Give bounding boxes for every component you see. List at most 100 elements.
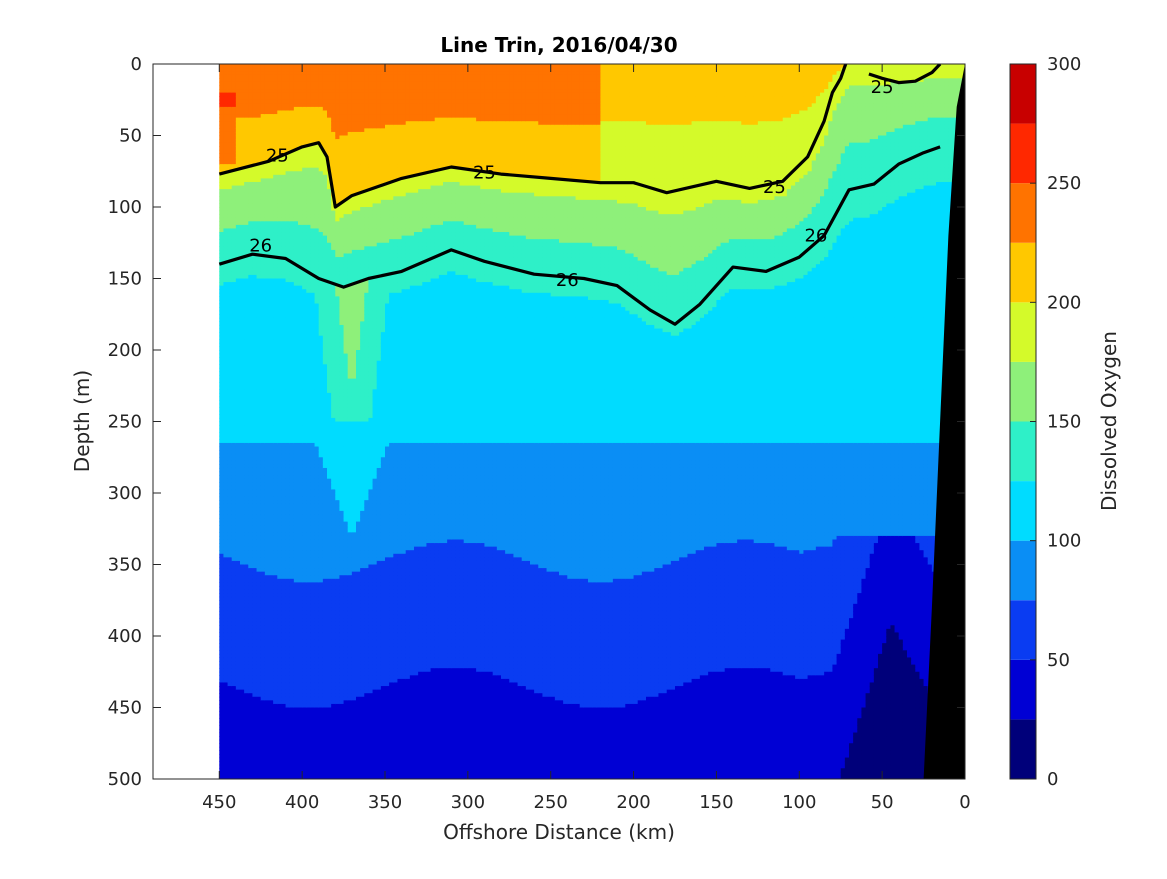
oxygen-cell-3818	[298, 128, 303, 132]
oxygen-cell-3718	[294, 486, 299, 490]
oxygen-cell-3471	[290, 318, 295, 322]
oxygen-cell-4829	[319, 168, 324, 172]
oxygen-cell-2243	[265, 218, 270, 222]
oxygen-cell-2345	[265, 582, 270, 586]
oxygen-cell-3659	[294, 275, 299, 279]
oxygen-cell-2840	[277, 207, 282, 211]
oxygen-cell-4415	[310, 118, 315, 122]
oxygen-cell-4234	[306, 186, 311, 190]
oxygen-cell-3072	[281, 321, 286, 325]
oxygen-cell-1970	[257, 672, 262, 676]
oxygen-cell-722	[232, 500, 237, 504]
oxygen-cell-209	[223, 96, 228, 100]
oxygen-cell-4676	[315, 336, 320, 340]
oxygen-cell-3649	[294, 239, 299, 243]
oxygen-cell-4492	[310, 393, 315, 397]
oxygen-cell-972	[236, 679, 241, 683]
oxygen-cell-3732	[294, 536, 299, 540]
oxygen-cell-2995	[277, 761, 282, 765]
oxygen-cell-617	[232, 125, 237, 129]
oxygen-cell-566	[228, 657, 233, 661]
oxygen-cell-2390	[265, 743, 270, 747]
oxygen-cell-1710	[252, 457, 257, 461]
oxygen-cell-1565	[248, 654, 253, 658]
oxygen-cell-4116	[302, 479, 307, 483]
oxygen-cell-585	[228, 725, 233, 729]
oxygen-cell-356	[223, 622, 228, 626]
oxygen-cell-3525	[290, 511, 295, 515]
oxygen-cell-168	[219, 665, 224, 669]
oxygen-cell-1604	[252, 78, 257, 82]
oxygen-cell-3760	[294, 636, 299, 640]
oxygen-cell-4000	[302, 64, 307, 68]
oxygen-cell-1819	[257, 132, 262, 136]
oxygen-cell-1169	[240, 668, 245, 672]
oxygen-cell-4592	[310, 750, 315, 754]
oxygen-cell-4545	[310, 582, 315, 586]
oxygen-cell-411	[228, 103, 233, 107]
oxygen-cell-1840	[257, 207, 262, 211]
oxygen-cell-310	[223, 457, 228, 461]
oxygen-cell-3934	[298, 543, 303, 547]
oxygen-cell-1505	[248, 439, 253, 443]
oxygen-cell-130	[219, 529, 224, 533]
oxygen-cell-3937	[298, 554, 303, 558]
oxygen-cell-1903	[257, 432, 262, 436]
oxygen-cell-1494	[248, 400, 253, 404]
oxygen-cell-1226	[244, 157, 249, 161]
oxygen-cell-724	[232, 507, 237, 511]
oxygen-cell-3313	[286, 468, 291, 472]
oxygen-cell-1547	[248, 590, 253, 594]
oxygen-cell-908	[236, 450, 241, 454]
oxygen-cell-280	[223, 350, 228, 354]
oxygen-cell-4724	[315, 507, 320, 511]
oxygen-cell-626	[232, 157, 237, 161]
oxygen-cell-3769	[294, 668, 299, 672]
oxygen-cell-3894	[298, 400, 303, 404]
oxygen-cell-1364	[244, 650, 249, 654]
oxygen-cell-2497	[269, 411, 274, 415]
oxygen-cell-805	[236, 82, 241, 86]
oxygen-cell-647	[232, 232, 237, 236]
oxygen-cell-2787	[273, 733, 278, 737]
oxygen-cell-1219	[244, 132, 249, 136]
oxygen-cell-4761	[315, 640, 320, 644]
oxygen-cell-1208	[244, 93, 249, 97]
oxygen-cell-2524	[269, 507, 274, 511]
oxygen-cell-3660	[294, 279, 299, 283]
oxygen-cell-4101	[302, 425, 307, 429]
oxygen-cell-3244	[286, 221, 291, 225]
oxygen-cell-793	[232, 754, 237, 758]
oxygen-cell-1538	[248, 557, 253, 561]
oxygen-cell-3714	[294, 472, 299, 476]
oxygen-cell-648	[232, 236, 237, 240]
oxygen-cell-1357	[244, 625, 249, 629]
oxygen-cell-4184	[302, 722, 307, 726]
oxygen-cell-2708	[273, 450, 278, 454]
oxygen-cell-1928	[257, 522, 262, 526]
oxygen-cell-1723	[252, 504, 257, 508]
oxygen-cell-1423	[248, 146, 253, 150]
oxygen-cell-179	[219, 704, 224, 708]
oxygen-cell-2821	[277, 139, 282, 143]
oxygen-cell-1838	[257, 200, 262, 204]
oxygen-cell-4192	[302, 750, 307, 754]
oxygen-cell-3890	[298, 386, 303, 390]
oxygen-cell-2730	[273, 529, 278, 533]
oxygen-cell-351	[223, 604, 228, 608]
oxygen-cell-3910	[298, 457, 303, 461]
oxygen-cell-3716	[294, 479, 299, 483]
oxygen-cell-3431	[290, 175, 295, 179]
oxygen-cell-2576	[269, 693, 274, 697]
oxygen-cell-2234	[265, 186, 270, 190]
oxygen-cell-1845	[257, 225, 262, 229]
oxygen-cell-426	[228, 157, 233, 161]
oxygen-cell-825	[236, 153, 241, 157]
oxygen-cell-4935	[319, 547, 324, 551]
oxygen-cell-4696	[315, 407, 320, 411]
oxygen-cell-3184	[281, 722, 286, 726]
oxygen-cell-2513	[269, 468, 274, 472]
oxygen-cell-2867	[277, 304, 282, 308]
oxygen-cell-659	[232, 275, 237, 279]
oxygen-cell-4286	[306, 371, 311, 375]
